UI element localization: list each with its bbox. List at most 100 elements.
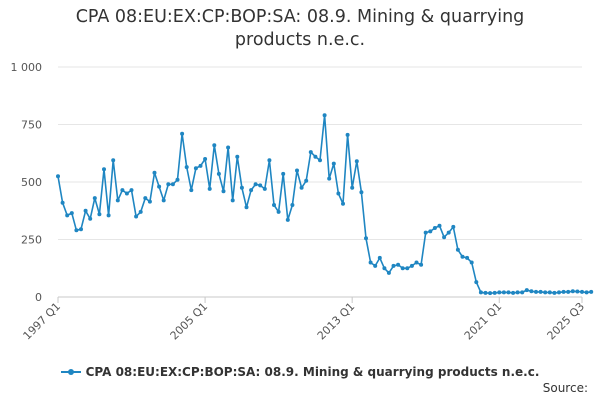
data-point[interactable]	[386, 270, 391, 275]
data-point[interactable]	[60, 200, 65, 205]
data-point[interactable]	[97, 212, 102, 217]
data-point[interactable]	[492, 290, 497, 295]
data-point[interactable]	[281, 171, 286, 176]
data-point[interactable]	[235, 154, 240, 159]
data-point[interactable]	[115, 198, 120, 203]
data-point[interactable]	[74, 228, 79, 233]
data-point[interactable]	[557, 290, 561, 295]
data-point[interactable]	[230, 198, 235, 203]
data-point[interactable]	[552, 290, 557, 295]
data-point[interactable]	[570, 289, 575, 294]
data-point[interactable]	[432, 226, 437, 230]
data-point[interactable]	[244, 205, 249, 210]
data-point[interactable]	[354, 159, 359, 164]
data-point[interactable]	[506, 290, 511, 295]
data-point[interactable]	[124, 191, 129, 196]
data-point[interactable]	[474, 280, 479, 285]
data-point[interactable]	[198, 163, 203, 168]
data-point[interactable]	[157, 184, 162, 189]
data-point[interactable]	[216, 171, 221, 176]
data-point[interactable]	[262, 186, 267, 191]
data-point[interactable]	[414, 260, 419, 265]
data-point[interactable]	[147, 199, 152, 204]
data-point[interactable]	[419, 262, 424, 267]
data-point[interactable]	[566, 289, 571, 294]
data-point[interactable]	[465, 255, 470, 260]
data-point[interactable]	[400, 266, 405, 271]
data-point[interactable]	[79, 227, 83, 232]
data-point[interactable]	[391, 263, 396, 268]
data-point[interactable]	[547, 290, 552, 295]
data-point[interactable]	[120, 188, 125, 193]
data-point[interactable]	[409, 263, 414, 268]
data-point[interactable]	[364, 236, 368, 241]
data-point[interactable]	[170, 182, 175, 187]
data-point[interactable]	[534, 289, 538, 294]
data-point[interactable]	[134, 214, 139, 219]
data-point[interactable]	[161, 198, 166, 203]
data-point[interactable]	[331, 161, 336, 166]
data-point[interactable]	[221, 189, 226, 194]
data-point[interactable]	[460, 254, 465, 259]
data-point[interactable]	[442, 235, 447, 240]
data-point[interactable]	[267, 158, 272, 163]
data-point[interactable]	[56, 174, 60, 179]
data-point[interactable]	[336, 191, 341, 196]
data-point[interactable]	[455, 247, 460, 252]
data-point[interactable]	[166, 182, 171, 187]
data-point[interactable]	[543, 290, 548, 295]
data-point[interactable]	[92, 196, 97, 201]
data-point[interactable]	[285, 217, 290, 222]
data-point[interactable]	[180, 131, 185, 136]
data-point[interactable]	[368, 260, 373, 265]
data-point[interactable]	[88, 216, 93, 221]
data-point[interactable]	[469, 260, 474, 265]
data-point[interactable]	[359, 190, 364, 195]
data-point[interactable]	[451, 224, 456, 229]
data-point[interactable]	[341, 201, 345, 206]
data-point[interactable]	[318, 158, 322, 163]
data-point[interactable]	[515, 290, 520, 295]
data-point[interactable]	[446, 230, 451, 235]
data-point[interactable]	[437, 223, 442, 228]
data-point[interactable]	[529, 289, 534, 294]
data-point[interactable]	[258, 183, 263, 188]
data-point[interactable]	[322, 113, 327, 118]
data-point[interactable]	[345, 132, 350, 137]
data-point[interactable]	[69, 211, 74, 216]
data-point[interactable]	[308, 150, 313, 155]
data-point[interactable]	[405, 266, 410, 271]
data-point[interactable]	[111, 158, 116, 163]
legend[interactable]: CPA 08:EU:EX:CP:BOP:SA: 08.9. Mining & q…	[0, 365, 600, 379]
data-point[interactable]	[428, 229, 433, 234]
data-point[interactable]	[520, 290, 525, 295]
data-point[interactable]	[373, 263, 378, 268]
data-point[interactable]	[304, 178, 309, 183]
data-point[interactable]	[276, 209, 281, 214]
data-point[interactable]	[193, 166, 198, 171]
data-point[interactable]	[143, 196, 148, 201]
data-point[interactable]	[575, 289, 580, 294]
data-point[interactable]	[423, 230, 428, 235]
data-point[interactable]	[483, 290, 488, 295]
data-point[interactable]	[184, 165, 189, 170]
data-point[interactable]	[212, 143, 217, 148]
data-point[interactable]	[589, 289, 594, 294]
data-point[interactable]	[350, 185, 355, 190]
data-point[interactable]	[327, 176, 332, 181]
data-point[interactable]	[478, 290, 483, 295]
data-point[interactable]	[524, 288, 529, 293]
data-point[interactable]	[396, 262, 401, 267]
data-point[interactable]	[497, 290, 502, 295]
data-point[interactable]	[313, 154, 318, 159]
data-point[interactable]	[561, 289, 566, 294]
data-point[interactable]	[83, 208, 88, 213]
data-point[interactable]	[580, 289, 584, 294]
data-point[interactable]	[129, 188, 134, 193]
data-point[interactable]	[226, 145, 231, 150]
data-point[interactable]	[189, 188, 194, 193]
data-point[interactable]	[538, 289, 543, 294]
data-point[interactable]	[272, 203, 276, 207]
data-point[interactable]	[239, 185, 244, 190]
data-point[interactable]	[207, 186, 212, 191]
